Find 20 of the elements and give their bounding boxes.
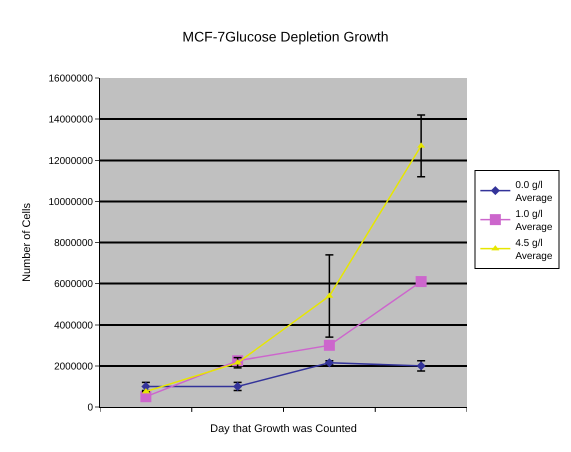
y-tick-label: 14000000 (48, 114, 94, 126)
y-tick-label: 0 (87, 402, 94, 414)
y-tick-label: 12000000 (48, 156, 94, 167)
legend-label: 0.0 g/l Average (515, 180, 553, 204)
legend-label: 1.0 g/l Average (515, 209, 553, 234)
y-tick-label: 2000000 (54, 361, 94, 372)
point (417, 142, 426, 148)
y-tick-label: 6000000 (54, 279, 94, 290)
point (416, 276, 427, 288)
y-tick-label: 16000000 (48, 74, 94, 84)
point (324, 340, 335, 351)
y-axis-title: Number of Cells (21, 202, 34, 282)
y-tick-label: 4000000 (54, 320, 94, 332)
point (234, 359, 242, 365)
point (325, 292, 334, 298)
x-axis-title: Day that Growth was Counted (210, 423, 357, 436)
legend-label: 4.5 g/l Average (515, 238, 553, 262)
y-tick-label: 10000000 (48, 196, 94, 208)
chart-title: MCF-7Glucose Depletion Growth (182, 28, 389, 44)
y-tick-label: 8000000 (54, 238, 94, 249)
